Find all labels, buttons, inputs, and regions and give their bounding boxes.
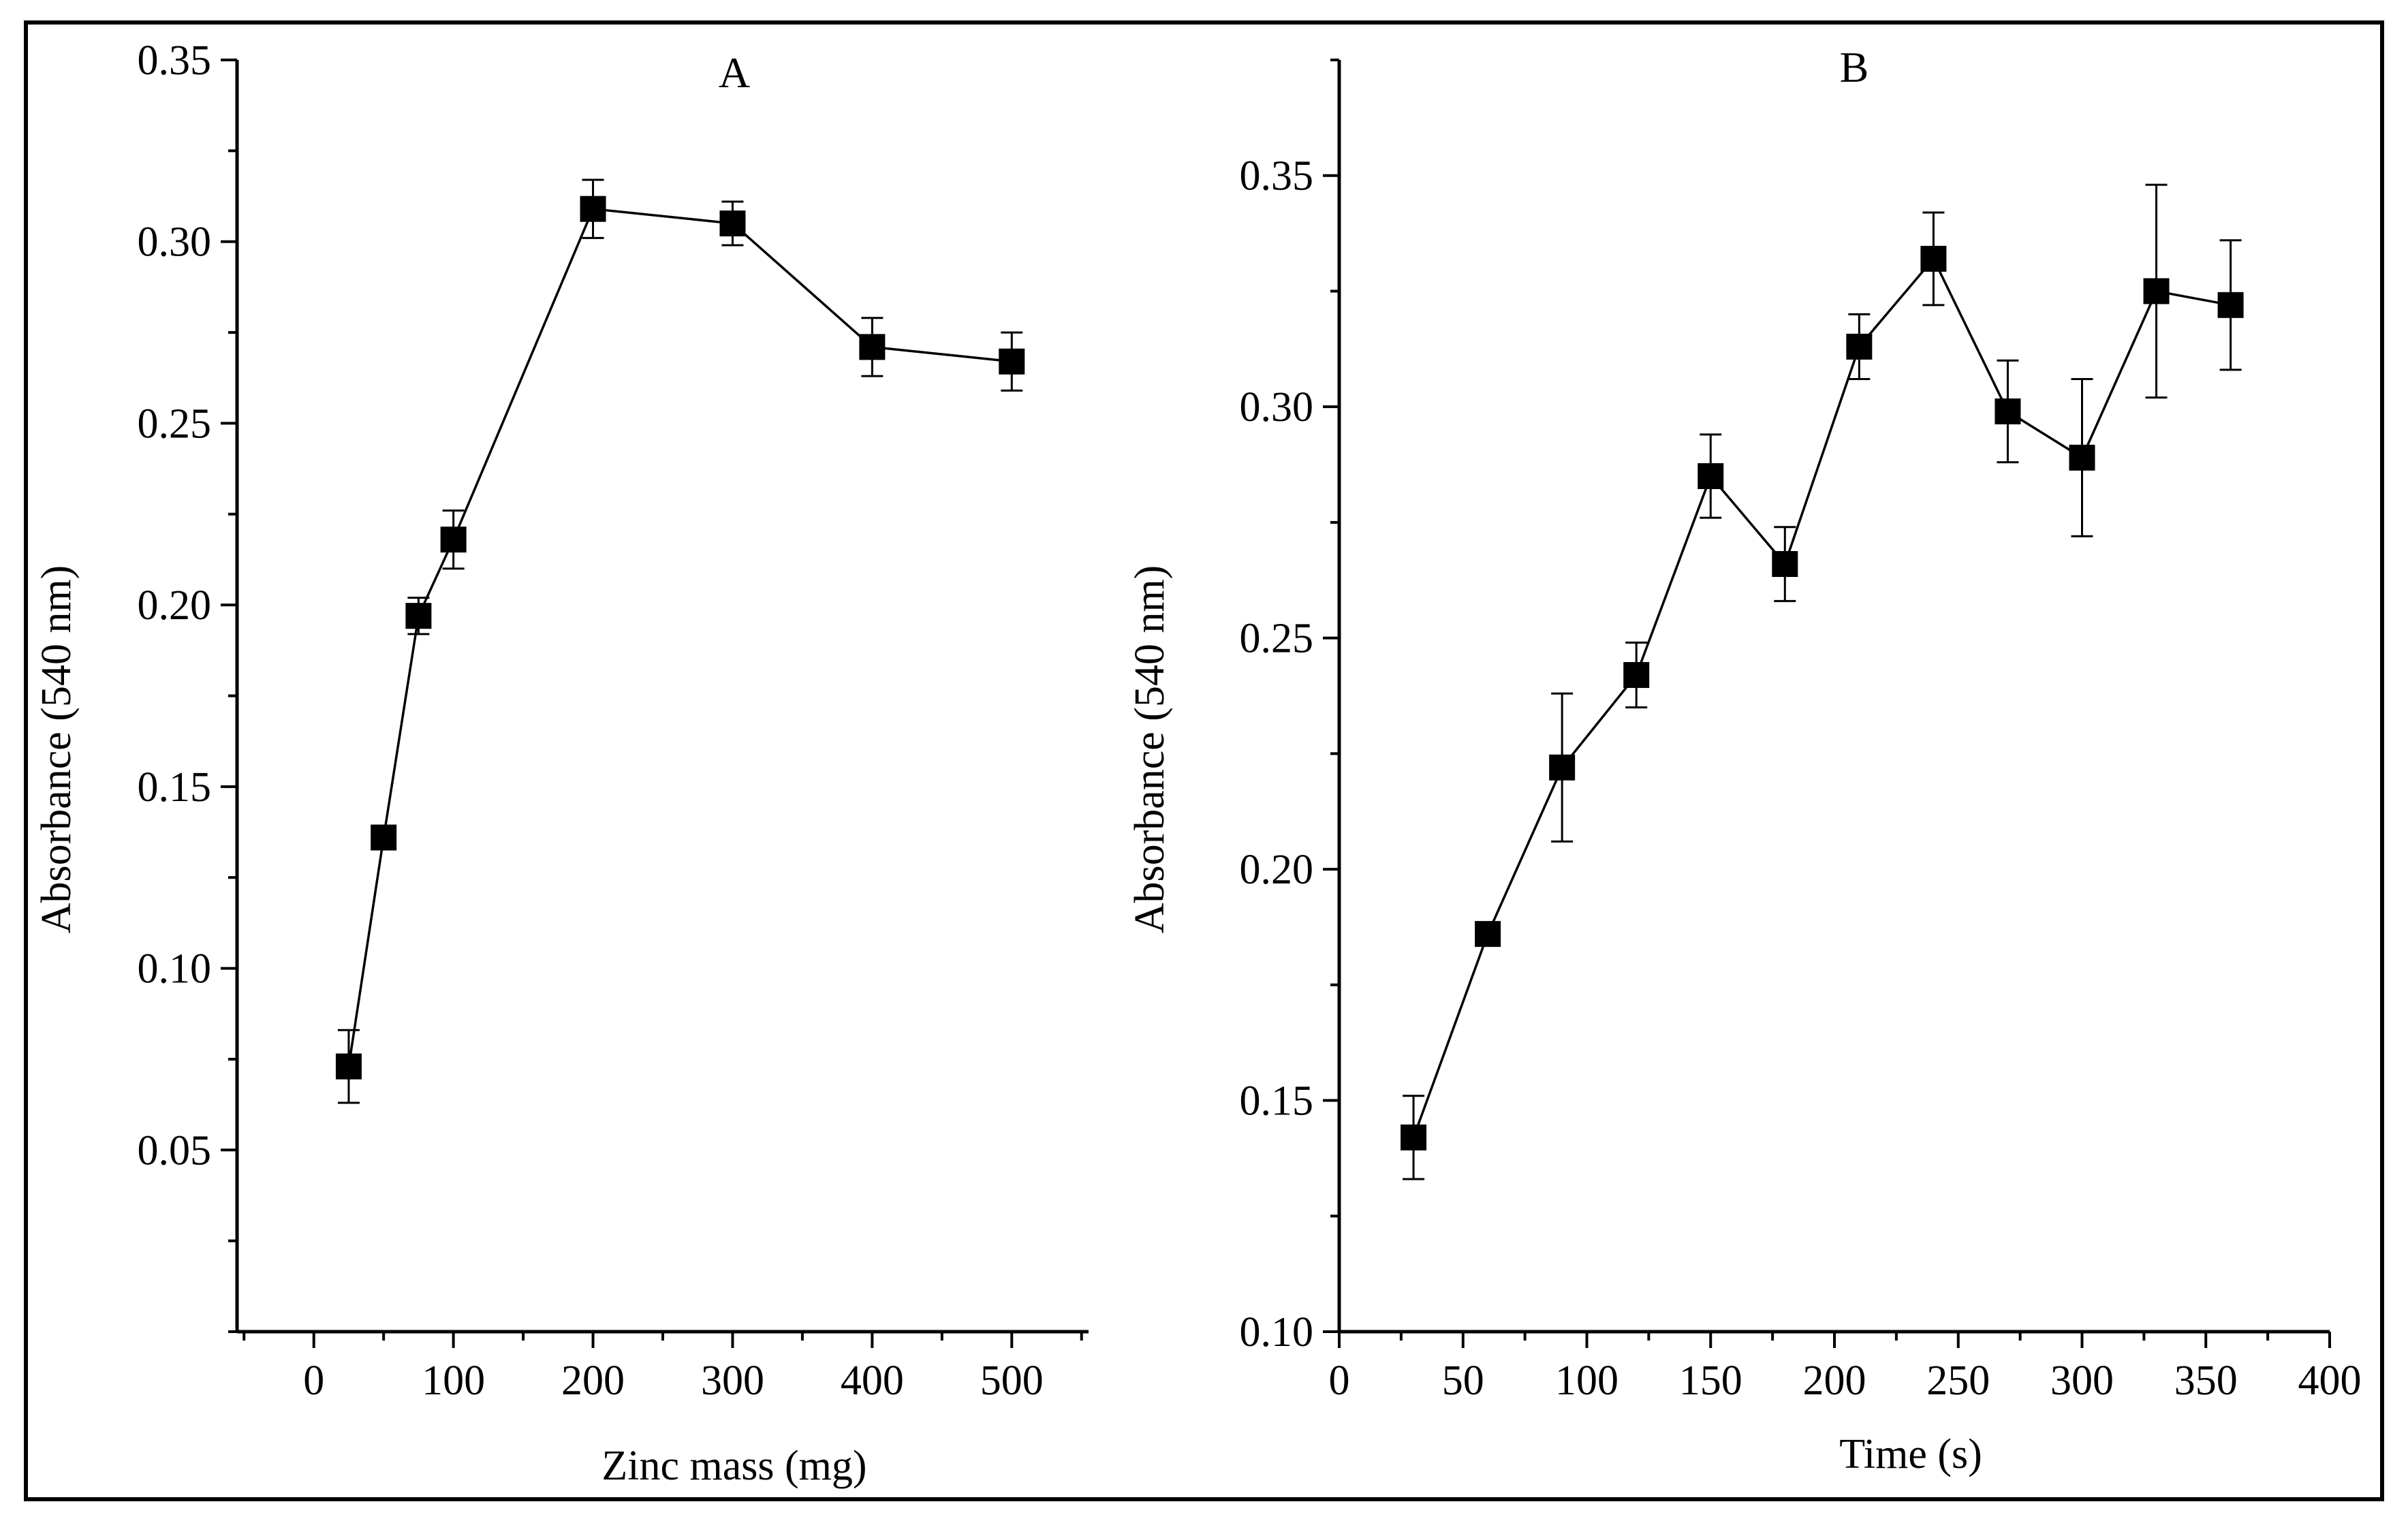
panel-a-x-tick-label: 100 xyxy=(422,1358,485,1404)
panel-b-x-tick-label: 300 xyxy=(2050,1358,2114,1404)
panel-a-x-tick-label: 0 xyxy=(303,1358,324,1404)
panel-b-y-tick-label: 0.10 xyxy=(1240,1309,1314,1356)
panel-b-y-tick-label: 0.15 xyxy=(1240,1078,1314,1125)
panel-a-xlabel: Zinc mass (mg) xyxy=(601,1443,866,1489)
panel-a-data-point xyxy=(859,334,886,360)
panel-a-y-tick-label: 0.20 xyxy=(138,582,212,629)
panel-a-x-tick-label: 300 xyxy=(701,1358,764,1404)
panel-b-x-tick-label: 100 xyxy=(1555,1358,1619,1404)
panel-a-ylabel: Absorbance (540 nm) xyxy=(33,565,80,934)
panel-a-y-tick-label: 0.05 xyxy=(138,1127,212,1174)
panel-a-data-point xyxy=(440,527,467,553)
panel-b-x-tick-label: 50 xyxy=(1442,1358,1484,1404)
panel-b-y-tick-label: 0.30 xyxy=(1240,384,1314,430)
panel-a-data-point xyxy=(405,603,432,629)
panel-a-y-tick-label: 0.15 xyxy=(138,764,212,811)
panel-b-y-tick-label: 0.20 xyxy=(1240,847,1314,893)
panel-b-data-point xyxy=(1846,333,1873,360)
panel-b-y-tick-label: 0.35 xyxy=(1240,153,1314,200)
panel-b: B Time (s) Absorbance (540 nm) 0.10 0.15 0… xyxy=(1127,43,2362,1477)
panel-a-series-line xyxy=(347,207,1012,1067)
panel-a-y-tick-label: 0.30 xyxy=(138,219,212,266)
panel-b-ylabel: Absorbance (540 nm) xyxy=(1127,565,1173,934)
panel-b-data-point xyxy=(1549,754,1576,781)
panel-a-x-tick-label: 200 xyxy=(561,1358,625,1404)
panel-a-y-tick-label: 0.35 xyxy=(138,37,212,84)
panel-a-data-point xyxy=(999,348,1025,375)
panel-b-title: B xyxy=(1840,43,1869,91)
panel-b-x-tick-label: 250 xyxy=(1926,1358,1990,1404)
panel-b-xlabel: Time (s) xyxy=(1839,1431,1982,1477)
panel-b-x-tick-label: 350 xyxy=(2174,1358,2238,1404)
panel-a-x-tick-label: 500 xyxy=(980,1358,1044,1404)
panel-b-data-point xyxy=(2069,444,2095,471)
panel-a-data-point xyxy=(719,210,746,237)
panel-b-y-tick-label: 0.25 xyxy=(1240,616,1314,662)
panel-a: A Zinc mass (mg) Absorbance (540 nm) 0.0… xyxy=(33,37,1089,1489)
panel-b-data-point xyxy=(1475,921,1501,948)
panel-a-y-tick-label: 0.10 xyxy=(138,946,212,992)
panel-b-data-point xyxy=(2143,278,2170,304)
panel-b-x-tick-label: 400 xyxy=(2298,1358,2362,1404)
panel-a-data-point xyxy=(580,195,606,222)
panel-b-x-tick-label: 200 xyxy=(1803,1358,1866,1404)
panel-a-x-tick-label: 400 xyxy=(841,1358,904,1404)
panel-b-series-line xyxy=(1412,256,2231,1138)
panel-a-data-point xyxy=(371,824,397,851)
panel-b-data-point xyxy=(1623,661,1650,688)
figure-frame xyxy=(24,20,2384,1501)
panel-b-data-point xyxy=(1772,551,1798,578)
panel-b-data-point xyxy=(1995,398,2021,424)
panel-b-x-tick-label: 0 xyxy=(1329,1358,1350,1404)
panel-b-data-point xyxy=(1401,1124,1427,1150)
panel-a-y-tick-label: 0.25 xyxy=(138,401,212,447)
panel-a-data-point xyxy=(335,1053,362,1080)
panel-b-data-point xyxy=(2217,292,2244,318)
panel-a-title: A xyxy=(719,48,750,97)
panel-b-data-point xyxy=(1920,245,1947,272)
panel-b-x-tick-label: 150 xyxy=(1679,1358,1742,1404)
panel-b-data-point xyxy=(1698,463,1724,490)
